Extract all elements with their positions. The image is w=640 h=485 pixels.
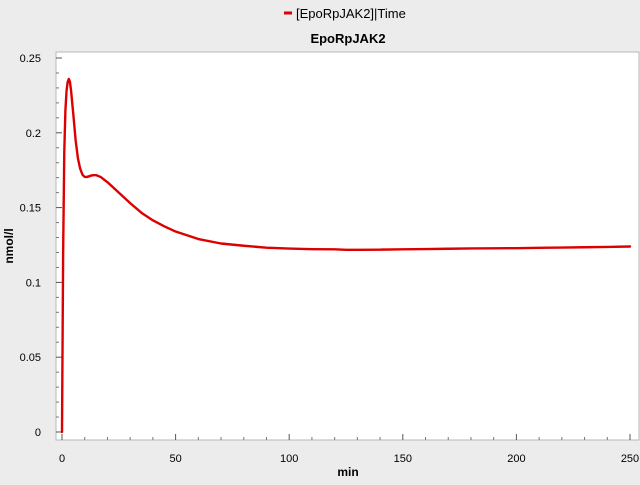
legend-label: [EpoRpJAK2]|Time (296, 6, 406, 21)
y-tick-label: 0 (35, 427, 41, 439)
x-axis-title: min (337, 465, 358, 479)
chart-title: EpoRpJAK2 (310, 31, 385, 46)
y-axis-title: nmol/l (2, 228, 16, 263)
y-tick-label: 0.05 (20, 352, 41, 364)
legend: [EpoRpJAK2]|Time (284, 6, 406, 21)
series-line (60, 77, 632, 434)
series-layer (60, 77, 632, 434)
y-tick-label: 0.2 (26, 128, 41, 140)
x-tick-label: 250 (621, 453, 639, 465)
y-tick-label: 0.15 (20, 203, 41, 215)
y-axis: 0 0.05 0.1 0.15 0.2 0.25 (20, 53, 62, 439)
y-tick-label: 0.1 (26, 277, 41, 289)
plot-area (55, 51, 640, 441)
x-tick-label: 50 (169, 453, 181, 465)
x-tick-label: 200 (507, 453, 525, 465)
x-tick-label: 150 (394, 453, 412, 465)
y-tick-label: 0.25 (20, 53, 41, 65)
x-axis: 0 50 100 150 200 250 (59, 434, 639, 465)
x-tick-label: 0 (59, 453, 65, 465)
x-tick-label: 100 (280, 453, 298, 465)
